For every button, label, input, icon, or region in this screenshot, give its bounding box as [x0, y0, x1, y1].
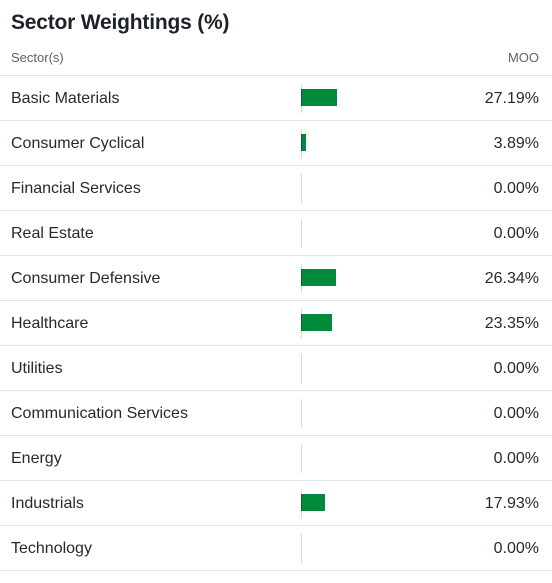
weight-bar: [301, 89, 337, 106]
sector-weight-value: 0.00%: [493, 225, 539, 242]
table-row: Consumer Defensive 26.34%: [0, 256, 552, 301]
sector-column-header: Sector(s): [11, 50, 64, 65]
sector-name: Consumer Cyclical: [11, 135, 145, 152]
sector-name: Basic Materials: [11, 90, 120, 107]
table-row: Energy 0.00%: [0, 436, 552, 481]
sector-weight-value: 0.00%: [493, 180, 539, 197]
sector-weight-value: 27.19%: [484, 90, 539, 107]
sector-name: Utilities: [11, 360, 63, 377]
sector-name: Energy: [11, 450, 62, 467]
sector-name: Financial Services: [11, 180, 141, 197]
weight-bar: [301, 134, 306, 151]
table-row: Basic Materials 27.19%: [0, 76, 552, 121]
sector-weight-value: 26.34%: [484, 270, 539, 287]
bar-axis: [301, 174, 302, 203]
sector-weight-value: 3.89%: [493, 135, 539, 152]
table-header: Sector(s) MOO: [0, 44, 552, 76]
bar-axis: [301, 399, 302, 428]
sector-weight-value: 0.00%: [493, 540, 539, 557]
bar-axis: [301, 219, 302, 248]
table-row: Communication Services 0.00%: [0, 391, 552, 436]
table-row: Real Estate 0.00%: [0, 211, 552, 256]
bar-axis: [301, 354, 302, 383]
sector-weight-value: 23.35%: [484, 315, 539, 332]
sector-name: Technology: [11, 540, 92, 557]
sector-name: Consumer Defensive: [11, 270, 161, 287]
sector-weight-value: 0.00%: [493, 450, 539, 467]
sector-name: Communication Services: [11, 405, 188, 422]
weight-bar: [301, 269, 336, 286]
table-row: Technology 0.00%: [0, 526, 552, 571]
sector-name: Real Estate: [11, 225, 94, 242]
sector-name: Industrials: [11, 495, 84, 512]
table-row: Consumer Cyclical 3.89%: [0, 121, 552, 166]
table-row: Healthcare 23.35%: [0, 301, 552, 346]
sector-weight-value: 0.00%: [493, 360, 539, 377]
fund-column-header: MOO: [507, 50, 539, 65]
sector-table: Basic Materials 27.19% Consumer Cyclical…: [0, 76, 552, 571]
table-row: Utilities 0.00%: [0, 346, 552, 391]
bar-axis: [301, 534, 302, 563]
sector-weight-value: 17.93%: [484, 495, 539, 512]
sector-name: Healthcare: [11, 315, 89, 332]
weight-bar: [301, 494, 325, 511]
panel-title: Sector Weightings (%): [11, 11, 230, 34]
sector-weight-value: 0.00%: [493, 405, 539, 422]
table-row: Industrials 17.93%: [0, 481, 552, 526]
table-row: Financial Services 0.00%: [0, 166, 552, 211]
bar-axis: [301, 444, 302, 473]
weight-bar: [301, 314, 332, 331]
